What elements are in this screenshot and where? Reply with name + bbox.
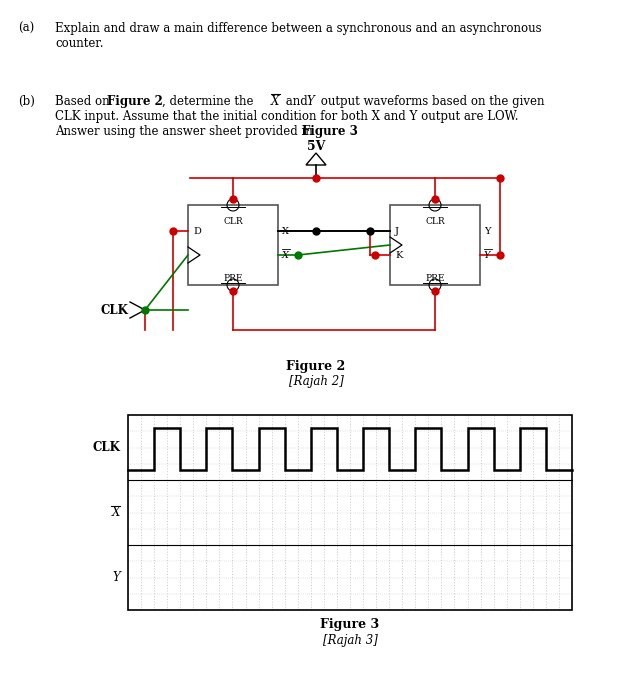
Text: Figure 2: Figure 2 [107, 95, 163, 108]
Text: CLR: CLR [425, 217, 445, 226]
Text: Y: Y [112, 571, 120, 584]
Text: Figure 3: Figure 3 [302, 125, 358, 138]
Text: CLK: CLK [100, 304, 128, 317]
Text: (a): (a) [18, 22, 34, 35]
Text: X: X [282, 227, 289, 236]
Bar [128, 415, 572, 610]
Text: Figure 3: Figure 3 [320, 618, 380, 631]
Text: Based on: Based on [55, 95, 113, 108]
Text: .: . [351, 125, 354, 138]
Bar [390, 205, 480, 285]
Text: CLK: CLK [92, 441, 120, 454]
Text: [Rajah 3]: [Rajah 3] [323, 634, 377, 647]
Bar [188, 205, 278, 285]
Text: and: and [282, 95, 311, 108]
Text: PRE: PRE [223, 274, 242, 283]
Text: D: D [193, 227, 201, 236]
Text: Figure 2: Figure 2 [286, 360, 346, 373]
Text: [Rajah 2]: [Rajah 2] [289, 375, 344, 388]
Text: J: J [395, 227, 399, 236]
Text: Explain and draw a main difference between a synchronous and an asynchronous: Explain and draw a main difference betwe… [55, 22, 542, 35]
Text: counter.: counter. [55, 37, 104, 50]
Text: CLK input. Assume that the initial condition for both X and Y output are LOW.: CLK input. Assume that the initial condi… [55, 110, 518, 123]
Text: K: K [395, 251, 403, 260]
Text: 5V: 5V [307, 140, 325, 153]
Text: Y: Y [484, 251, 491, 260]
Text: PRE: PRE [425, 274, 445, 283]
Text: X: X [111, 506, 120, 519]
Text: (b): (b) [18, 95, 35, 108]
Text: Answer using the answer sheet provided in: Answer using the answer sheet provided i… [55, 125, 316, 138]
Text: CLR: CLR [223, 217, 243, 226]
Text: Y: Y [306, 95, 314, 108]
Text: output waveforms based on the given: output waveforms based on the given [317, 95, 544, 108]
Text: X: X [282, 251, 289, 260]
Text: , determine the: , determine the [162, 95, 257, 108]
Text: X: X [271, 95, 279, 108]
Text: Y: Y [484, 227, 491, 236]
